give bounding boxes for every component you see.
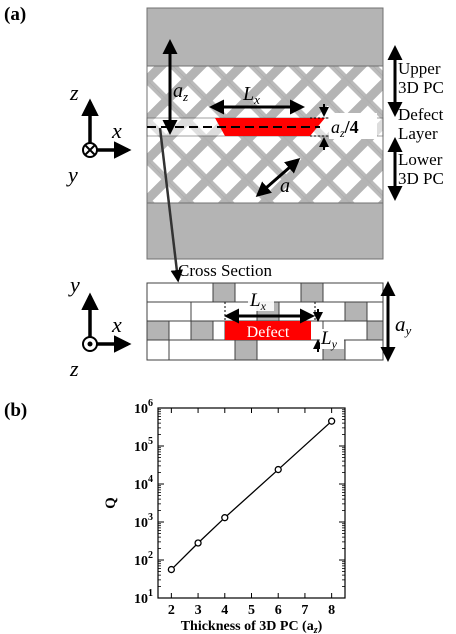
y-tick-label: 101: [134, 588, 153, 607]
x-tick-label: 6: [275, 603, 282, 618]
axis-z-top: z: [69, 80, 79, 105]
y-tick-label: 102: [134, 550, 153, 569]
axis-x-bottom: x: [111, 312, 122, 337]
axes-triad-top: z x y: [66, 80, 132, 187]
data-point: [167, 565, 176, 574]
y-axis-label: Q: [103, 497, 119, 509]
data-point: [274, 465, 282, 474]
q-vs-thickness-chart: 2 3 4 5 6 7 8 101 102 103 104 105 106 Thickness of 3D…: [103, 398, 346, 634]
y-tick-label: 103: [134, 512, 153, 531]
cross-section-defect: [225, 321, 311, 340]
panel-b-label: (b): [4, 400, 27, 421]
period-arrow: [255, 158, 301, 197]
lx-label-sub: x: [253, 92, 260, 107]
panel-a-label: (a): [4, 4, 26, 25]
upper-label-2: 3D PC: [398, 78, 444, 97]
svg-text:az/4: az/4: [331, 117, 359, 140]
upper-label-1: Upper: [398, 59, 441, 78]
az-label: a: [173, 80, 183, 102]
cross-section-arrow: [158, 127, 184, 283]
lx2-label: L: [249, 290, 261, 311]
data-point: [194, 539, 202, 547]
plot-frame: [157, 407, 346, 599]
series-line: [170, 420, 333, 571]
x-tick-label: 8: [328, 603, 335, 618]
y-tick-label: 105: [134, 436, 153, 455]
lx2-label-sub: x: [260, 299, 267, 313]
x-tick-label: 7: [301, 603, 308, 618]
y-tick-label: 104: [134, 474, 153, 493]
axis-y-bottom: y: [68, 272, 80, 297]
data-point: [327, 417, 336, 425]
x-tick-label: 3: [195, 603, 202, 618]
x-tick-label: 2: [168, 603, 175, 618]
lx-label: L: [242, 83, 254, 105]
ly-label-sub: y: [331, 337, 338, 351]
ly-label: L: [320, 328, 332, 349]
svg-text:az: az: [173, 80, 188, 104]
lower-slab: [146, 202, 384, 260]
axes-triad-bottom: y x z: [68, 272, 132, 381]
az-label-sub: z: [182, 89, 188, 104]
lower-label-2: 3D PC: [398, 169, 444, 188]
ay-label: a: [395, 312, 406, 336]
svg-text:ay: ay: [395, 312, 412, 338]
az4-label-rest: /4: [344, 117, 359, 137]
defect-layer-label-1: Defect: [398, 105, 444, 124]
svg-text:Lx: Lx: [249, 290, 267, 313]
axis-y-top: y: [66, 162, 78, 187]
lower-label-1: Lower: [398, 150, 443, 169]
period-label: a: [280, 175, 290, 197]
x-tick-label: 4: [221, 603, 228, 618]
axis-x-top: x: [111, 118, 122, 143]
x-axis-label: Thickness of 3D PC (az): [181, 619, 323, 634]
cross-section-label: Cross Section: [178, 261, 272, 280]
x-tick-label: 5: [248, 603, 255, 618]
data-point: [221, 514, 229, 522]
defect-region: [215, 118, 325, 136]
az4-label-sub: z: [339, 126, 345, 140]
svg-text:Ly: Ly: [320, 328, 338, 351]
az4-label: a: [331, 117, 340, 137]
upper-slab: [146, 7, 384, 67]
defect-layer-label-2: Layer: [398, 124, 438, 143]
axis-z-bottom: z: [69, 356, 79, 381]
cross-section-defect-label: Defect: [247, 324, 290, 341]
ay-label-sub: y: [404, 323, 412, 338]
svg-text:Lx: Lx: [242, 83, 260, 107]
y-tick-label: 106: [134, 398, 153, 417]
